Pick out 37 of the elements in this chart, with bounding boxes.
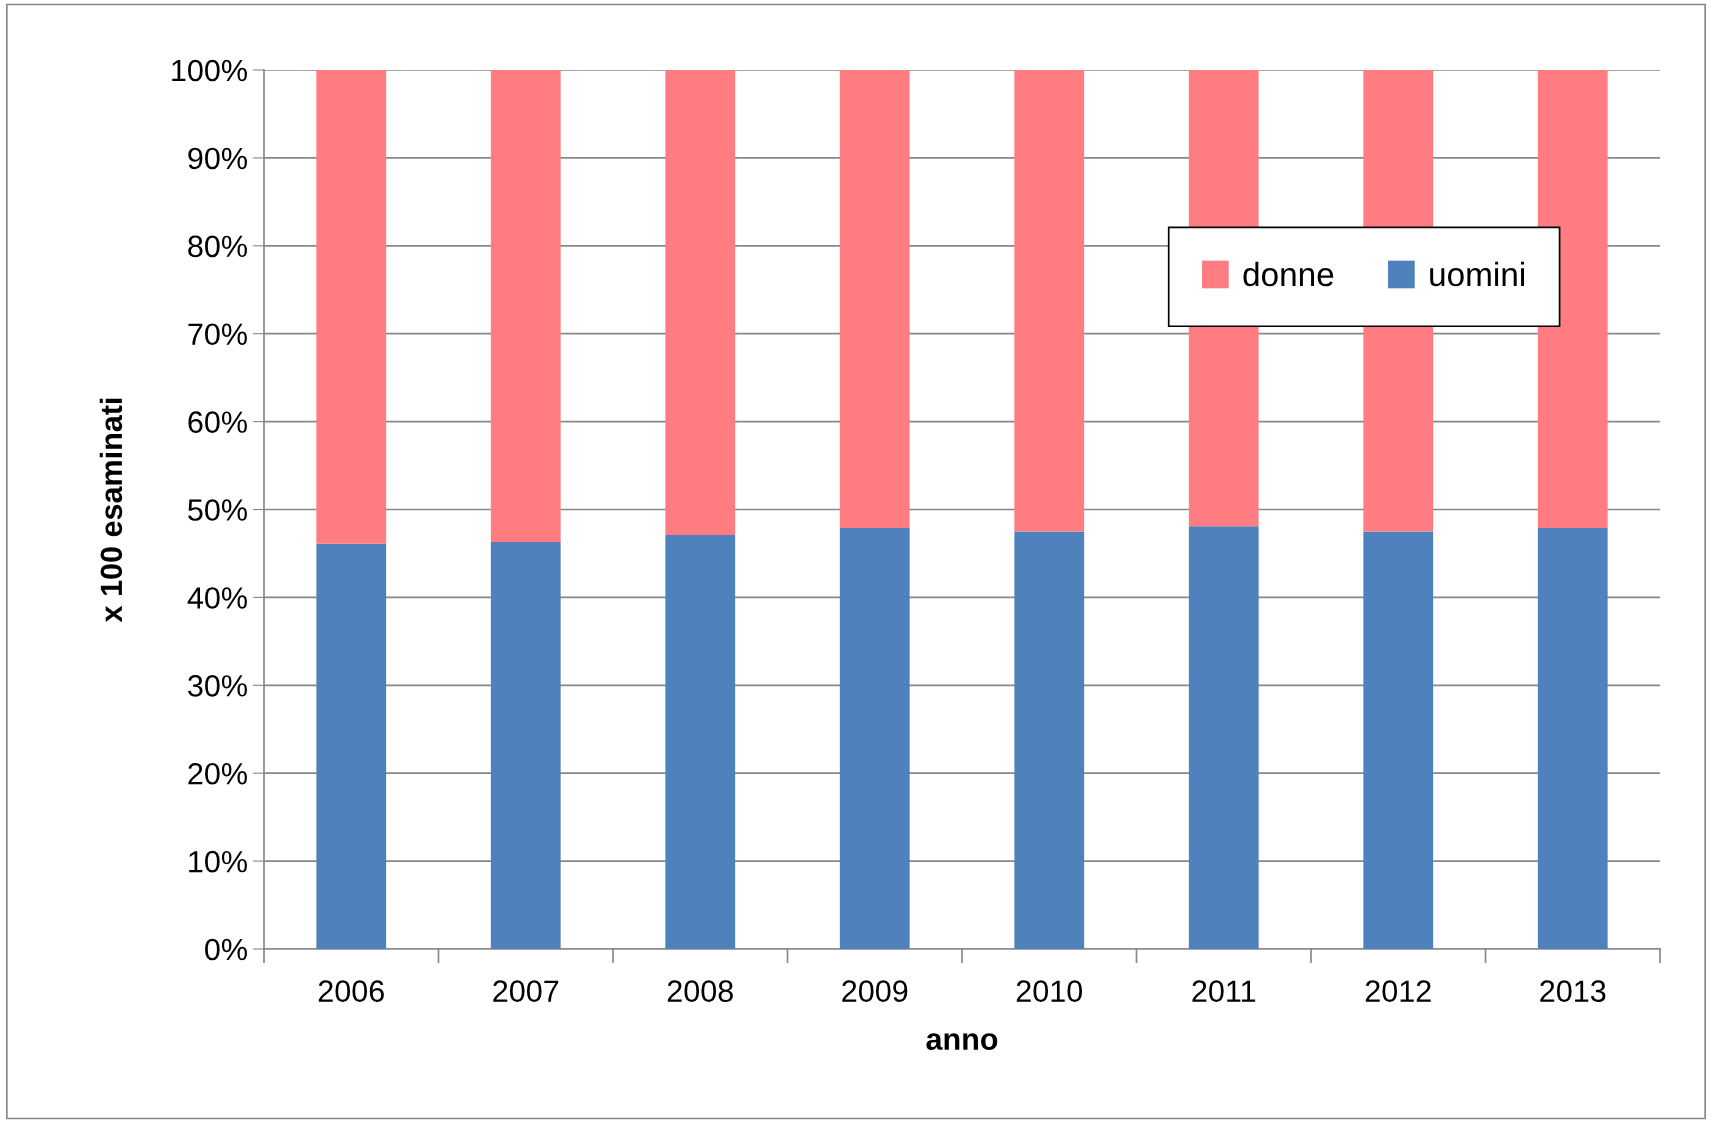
y-tick-label: 0% xyxy=(205,938,247,961)
x-axis-title: anno xyxy=(926,1033,998,1050)
bar xyxy=(1537,527,1608,949)
y-tick-label: 90% xyxy=(188,147,247,170)
bar xyxy=(665,534,736,949)
legend-label: uomini xyxy=(1430,261,1524,287)
bar xyxy=(490,542,561,949)
y-tick-label: 30% xyxy=(188,675,247,697)
legend-label: donne xyxy=(1243,261,1334,287)
y-tick-label: 10% xyxy=(189,850,247,873)
bar xyxy=(1537,70,1608,528)
bar xyxy=(1014,70,1085,532)
bar xyxy=(1014,531,1085,949)
y-tick-label: 70% xyxy=(188,323,247,346)
x-tick-label: 2012 xyxy=(1365,980,1431,1002)
x-tick-label: 2013 xyxy=(1540,980,1606,1002)
bar xyxy=(1363,531,1434,949)
bar xyxy=(665,70,736,535)
bar xyxy=(316,70,387,544)
x-tick-label: 2006 xyxy=(318,980,384,1002)
x-tick-label: 2007 xyxy=(493,980,559,1002)
x-tick-label: 2009 xyxy=(842,980,908,1002)
bar xyxy=(490,70,561,543)
y-tick-label: 80% xyxy=(188,235,247,258)
x-tick-label: 2011 xyxy=(1192,980,1256,1002)
bar xyxy=(316,543,387,949)
bar xyxy=(839,70,910,528)
y-tick-label: 20% xyxy=(188,762,247,785)
bar xyxy=(1188,526,1259,949)
x-tick-label: 2008 xyxy=(667,980,733,1002)
y-tick-label: 60% xyxy=(188,411,247,433)
y-tick-label: 50% xyxy=(188,499,247,521)
bar xyxy=(839,527,910,949)
y-tick-label: 100% xyxy=(172,59,247,82)
y-axis-title: x 100 esaminati xyxy=(99,398,123,623)
y-tick-label: 40% xyxy=(187,587,247,609)
x-tick-label: 2010 xyxy=(1016,980,1083,1002)
